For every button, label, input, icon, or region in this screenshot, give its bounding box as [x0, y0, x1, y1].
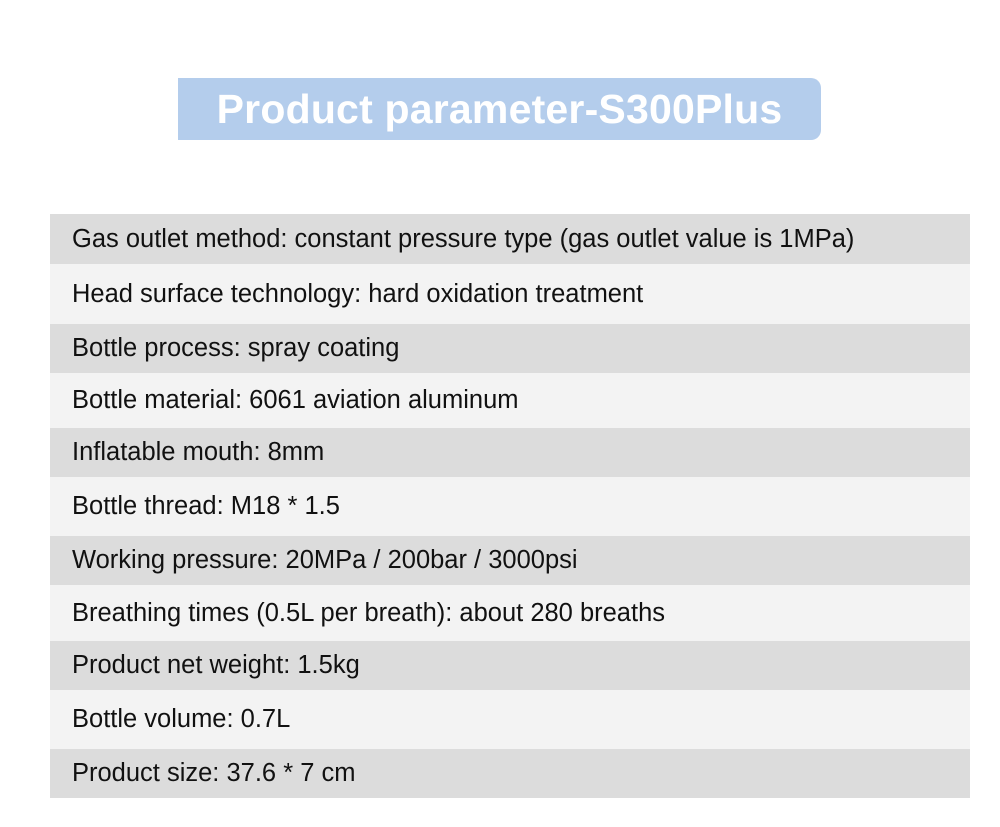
- parameter-row-gas-outlet-method: Gas outlet method: constant pressure typ…: [50, 214, 970, 264]
- parameter-row-bottle-process: Bottle process: spray coating: [50, 324, 970, 373]
- parameter-row-working-pressure: Working pressure: 20MPa / 200bar / 3000p…: [50, 536, 970, 585]
- page-title: Product parameter-S300Plus: [216, 85, 783, 132]
- parameter-row-head-surface-technology: Head surface technology: hard oxidation …: [50, 264, 970, 324]
- parameter-row-bottle-volume: Bottle volume: 0.7L: [50, 690, 970, 749]
- parameter-row-inflatable-mouth: Inflatable mouth: 8mm: [50, 428, 970, 477]
- parameter-row-bottle-material: Bottle material: 6061 aviation aluminum: [50, 373, 970, 428]
- parameter-table: Gas outlet method: constant pressure typ…: [50, 214, 970, 798]
- parameter-row-breathing-times: Breathing times (0.5L per breath): about…: [50, 585, 970, 641]
- parameter-row-product-net-weight: Product net weight: 1.5kg: [50, 641, 970, 690]
- title-banner: Product parameter-S300Plus: [178, 78, 821, 140]
- parameter-row-product-size: Product size: 37.6 * 7 cm: [50, 749, 970, 798]
- parameter-row-bottle-thread: Bottle thread: M18 * 1.5: [50, 477, 970, 536]
